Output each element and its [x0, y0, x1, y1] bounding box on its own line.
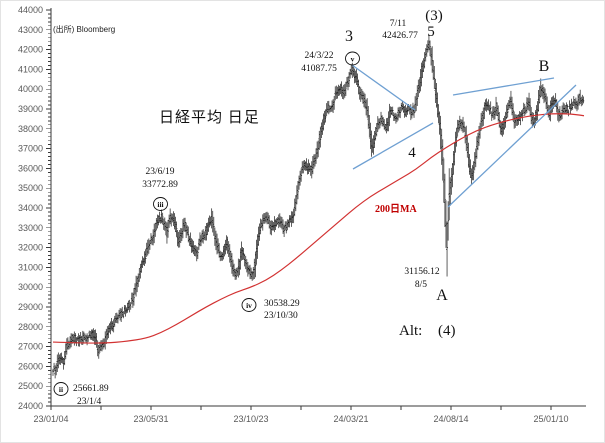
- svg-text:34000: 34000: [18, 203, 43, 213]
- wave-v-label: v: [351, 55, 355, 64]
- svg-text:36000: 36000: [18, 163, 43, 173]
- source-label: (出所) Bloomberg: [53, 24, 115, 34]
- svg-text:35000: 35000: [18, 183, 43, 193]
- candlestick-series: [52, 34, 585, 379]
- svg-text:24000: 24000: [18, 401, 43, 411]
- mar2024-high-value: 41087.75: [301, 64, 337, 74]
- svg-text:31000: 31000: [18, 262, 43, 272]
- svg-text:26000: 26000: [18, 361, 43, 371]
- svg-text:40000: 40000: [18, 84, 43, 94]
- svg-text:25/01/10: 25/01/10: [533, 414, 568, 424]
- mar2024-high-date: 24/3/22: [304, 51, 333, 61]
- jan2023-low-date: 23/1/4: [77, 397, 102, 407]
- svg-text:28000: 28000: [18, 322, 43, 332]
- alt-count-label: Alt:: [399, 323, 422, 339]
- jul2024-high-date: 7/11: [390, 19, 407, 29]
- trendlines: [351, 64, 577, 208]
- ma-200-line: [52, 113, 585, 344]
- svg-text:25000: 25000: [18, 381, 43, 391]
- oct2023-low-date: 23/10/30: [264, 311, 298, 321]
- svg-text:24/03/21: 24/03/21: [333, 414, 368, 424]
- jul2024-high-value: 42426.77: [382, 31, 418, 41]
- jan2023-low-value: 25661.89: [73, 384, 109, 394]
- wave-a-label: A: [436, 287, 448, 304]
- aug2024-low-value: 31156.12: [404, 267, 440, 277]
- wave-b-label: B: [539, 58, 550, 75]
- svg-text:24/08/14: 24/08/14: [433, 414, 468, 424]
- aug2024-low-date: 8/5: [415, 280, 427, 290]
- jun2023-high-date: 23/6/19: [145, 167, 174, 177]
- axes: 24000 25000 26000 27000 28000 29000 30000 31000…: [18, 5, 586, 424]
- oct2023-low-value: 30538.29: [264, 299, 300, 309]
- annotation-layer: (出所) Bloomberg 日経平均 日足 23/6/19 33772.89 …: [53, 8, 549, 407]
- wave-ii-label: ii: [59, 385, 63, 394]
- wave-iii-circle: [153, 197, 168, 211]
- svg-text:29000: 29000: [18, 302, 43, 312]
- wave-3-paren-label: (3): [425, 8, 443, 24]
- wave-v-circle: [345, 51, 360, 66]
- wave-3-label: 3: [345, 28, 353, 45]
- svg-text:44000: 44000: [18, 5, 43, 15]
- wave-iv-label: iv: [246, 301, 252, 310]
- svg-text:33000: 33000: [18, 223, 43, 233]
- wave-ii-circle: [53, 382, 69, 396]
- wave-4-label: 4: [408, 145, 416, 161]
- chart-title: 日経平均 日足: [159, 109, 260, 126]
- svg-text:43000: 43000: [18, 25, 43, 35]
- svg-text:23/10/23: 23/10/23: [233, 414, 268, 424]
- svg-text:39000: 39000: [18, 104, 43, 114]
- svg-text:32000: 32000: [18, 243, 43, 253]
- svg-text:30000: 30000: [18, 282, 43, 292]
- svg-text:41000: 41000: [18, 64, 43, 74]
- alt-count-value: (4): [438, 323, 456, 339]
- wave-iv-circle: [241, 298, 257, 312]
- wave-iii-label: iii: [157, 200, 163, 209]
- svg-text:42000: 42000: [18, 45, 43, 55]
- wave-5-label: 5: [427, 24, 435, 40]
- svg-text:27000: 27000: [18, 342, 43, 352]
- jun2023-high-value: 33772.89: [142, 180, 178, 190]
- svg-text:23/05/31: 23/05/31: [133, 414, 168, 424]
- svg-text:37000: 37000: [18, 144, 43, 154]
- svg-text:23/01/04: 23/01/04: [33, 414, 68, 424]
- svg-text:38000: 38000: [18, 124, 43, 134]
- ma-200-label: 200日MA: [375, 203, 417, 215]
